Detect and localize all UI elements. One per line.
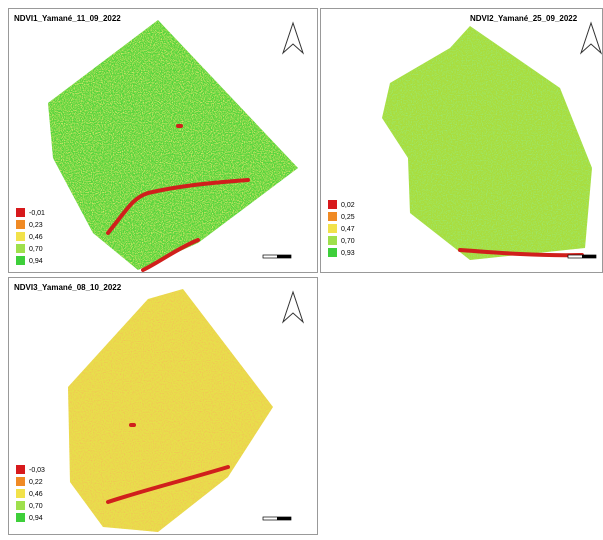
legend-swatch xyxy=(16,501,25,510)
map-title: NDVI2_Yamané_25_09_2022 xyxy=(470,14,578,23)
legend-label: 0,46 xyxy=(29,234,43,241)
legend-label: 0,70 xyxy=(29,503,43,510)
legend-label: 0,70 xyxy=(341,238,355,245)
legend-swatch xyxy=(328,224,337,233)
scale-bar xyxy=(277,255,291,258)
map-title: NDVI1_Yamané_11_09_2022 xyxy=(14,14,121,23)
legend-label: -0,03 xyxy=(29,467,45,474)
legend-label: 0,94 xyxy=(29,515,43,522)
legend-label: 0,93 xyxy=(341,250,355,257)
legend-swatch xyxy=(16,244,25,253)
legend-label: -0,01 xyxy=(29,210,45,217)
legend-swatch xyxy=(328,212,337,221)
legend-swatch xyxy=(16,256,25,265)
figure: NDVI1_Yamané_11_09_2022 -0,01 0,23 0,46 0,70… xyxy=(0,0,603,535)
legend-label: 0,46 xyxy=(29,491,43,498)
legend-swatch xyxy=(328,248,337,257)
map-panel: NDVI3_Yamané_08_10_2022 -0,03 0,22 0,46 0,70… xyxy=(9,278,318,535)
legend-label: 0,94 xyxy=(29,258,43,265)
legend-swatch xyxy=(16,489,25,498)
map-panel: NDVI1_Yamané_11_09_2022 -0,01 0,23 0,46 0,70… xyxy=(9,9,318,273)
map-title: NDVI3_Yamané_08_10_2022 xyxy=(14,283,122,292)
legend-label: 0,47 xyxy=(341,226,355,233)
legend-label: 0,70 xyxy=(29,246,43,253)
legend-label: 0,02 xyxy=(341,202,355,209)
legend-swatch xyxy=(16,232,25,241)
legend-swatch xyxy=(16,465,25,474)
map-panel: NDVI2_Yamané_25_09_2022 0,02 0,25 0,47 0,70 0… xyxy=(321,9,603,273)
legend-swatch xyxy=(16,513,25,522)
legend-swatch xyxy=(16,477,25,486)
legend-swatch xyxy=(16,220,25,229)
legend-swatch xyxy=(16,208,25,217)
scale-bar xyxy=(277,517,291,520)
legend-label: 0,22 xyxy=(29,479,43,486)
scale-bar xyxy=(582,255,596,258)
legend-swatch xyxy=(328,200,337,209)
legend-swatch xyxy=(328,236,337,245)
legend-label: 0,23 xyxy=(29,222,43,229)
legend-label: 0,25 xyxy=(341,214,355,221)
